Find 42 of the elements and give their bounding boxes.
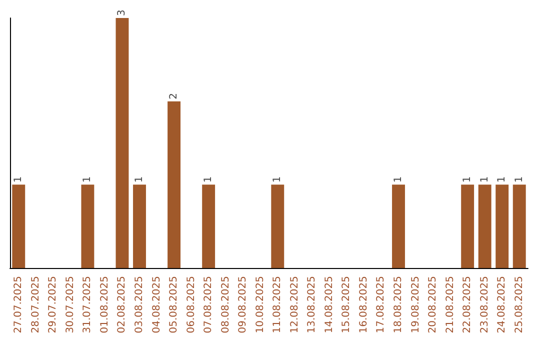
x-tick-label: 31.07.2025 — [82, 276, 94, 334]
x-tick-label: 11.08.2025 — [272, 276, 284, 334]
x-tick-label: 29.07.2025 — [48, 276, 59, 334]
x-tick-label: 16.08.2025 — [358, 276, 370, 334]
data-label: 1 — [514, 176, 525, 183]
x-tick-label: 02.08.2025 — [116, 276, 128, 334]
x-tick-label: 21.08.2025 — [444, 276, 456, 334]
data-label: 1 — [134, 176, 145, 183]
x-tick-label: 25.08.2025 — [514, 276, 525, 334]
x-tick-label: 08.08.2025 — [220, 276, 232, 334]
x-tick-label: 24.08.2025 — [496, 276, 508, 334]
data-label: 1 — [272, 176, 284, 183]
data-label: 1 — [462, 176, 474, 183]
x-tick-label: 13.08.2025 — [306, 276, 318, 334]
x-tick-label: 14.08.2025 — [324, 276, 335, 334]
x-tick-label: 28.07.2025 — [30, 276, 42, 334]
data-label: 1 — [13, 176, 24, 183]
data-label: 1 — [496, 176, 508, 183]
x-tick-label: 09.08.2025 — [238, 276, 249, 334]
x-tick-label: 06.08.2025 — [186, 276, 197, 334]
data-label: 2 — [168, 92, 180, 100]
data-label: 1 — [82, 176, 94, 183]
x-tick-label: 10.08.2025 — [254, 276, 266, 334]
x-tick-label: 04.08.2025 — [151, 276, 162, 334]
x-tick-label: 07.08.2025 — [203, 276, 214, 334]
x-tick-label: 20.08.2025 — [428, 276, 439, 334]
x-tick-label: 17.08.2025 — [376, 276, 387, 334]
data-label: 1 — [393, 176, 404, 183]
x-tick-label: 22.08.2025 — [462, 276, 474, 334]
x-tick-label: 27.07.2025 — [13, 276, 24, 334]
x-tick-label: 15.08.2025 — [341, 276, 352, 334]
x-tick-label: 19.08.2025 — [410, 276, 422, 334]
x-tick-label: 03.08.2025 — [134, 276, 145, 334]
data-label: 3 — [116, 10, 128, 16]
x-tick-label: 12.08.2025 — [289, 276, 300, 334]
data-label: 1 — [203, 176, 214, 183]
x-tick-label: 05.08.2025 — [168, 276, 180, 334]
x-tick-label: 18.08.2025 — [393, 276, 404, 334]
x-tick-label: 23.08.2025 — [479, 276, 490, 334]
x-tick-label: 30.07.2025 — [64, 276, 76, 334]
data-label: 1 — [479, 176, 490, 183]
x-tick-label: 01.08.2025 — [99, 276, 110, 334]
